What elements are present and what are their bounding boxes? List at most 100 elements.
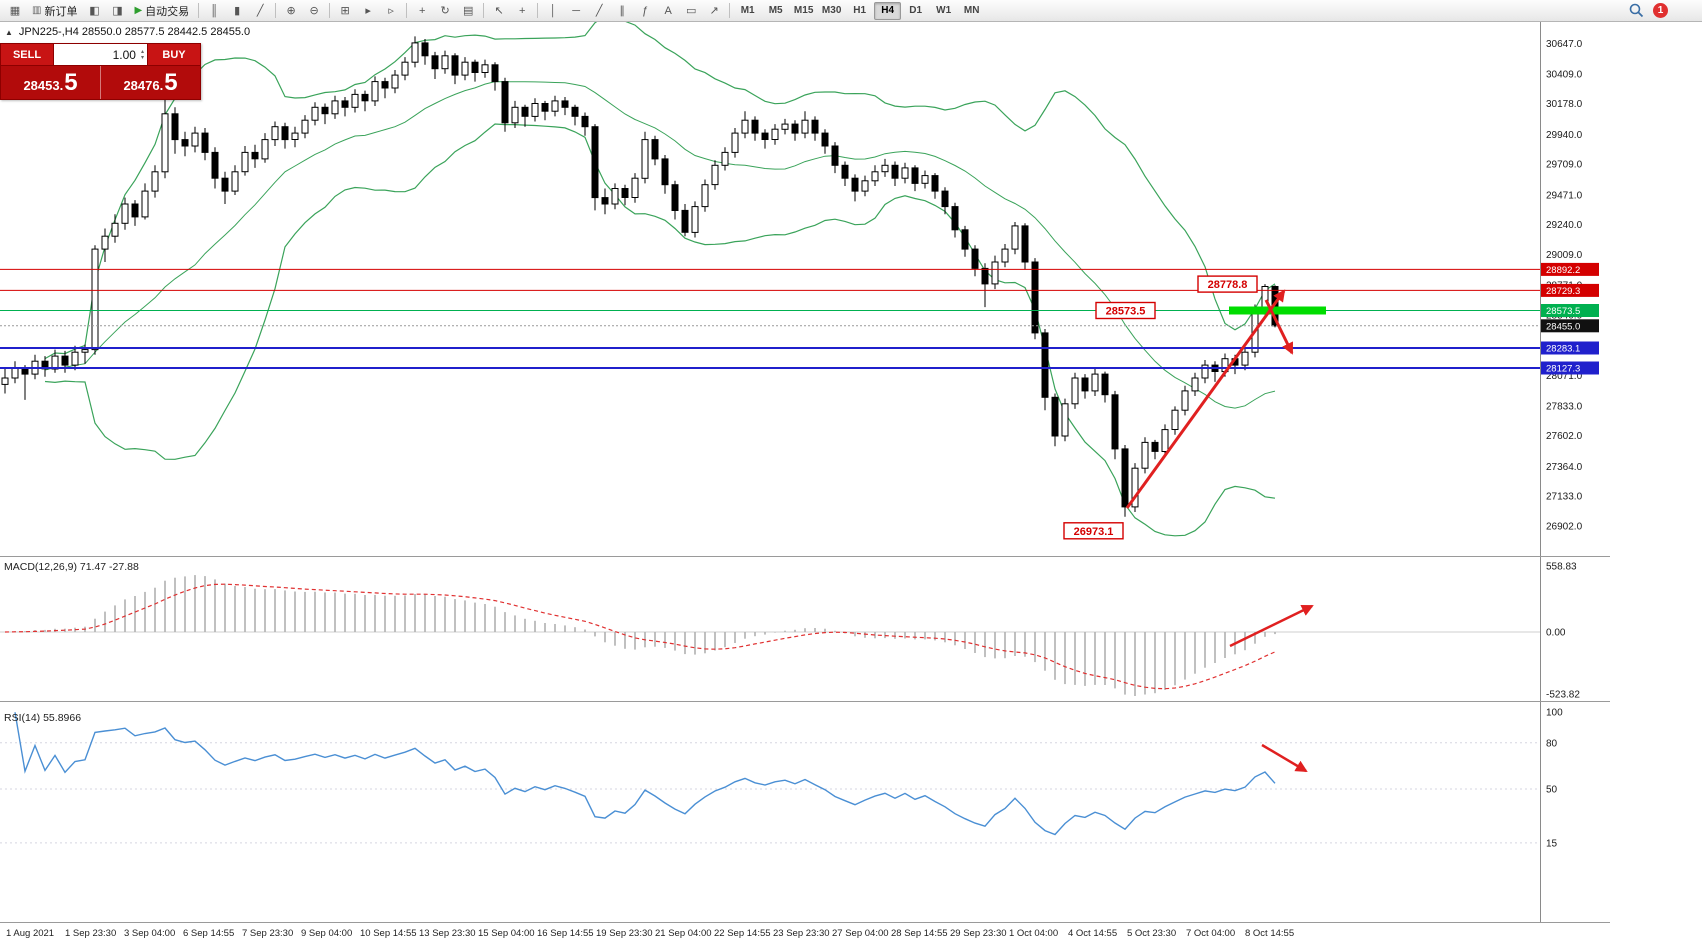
- annotation-box[interactable]: [1095, 301, 1156, 320]
- volume-spinner: ▴ ▾: [138, 49, 147, 61]
- templates-icon[interactable]: ▤: [462, 5, 474, 17]
- text-icon[interactable]: A: [664, 4, 672, 17]
- annotation-box[interactable]: [1063, 522, 1124, 540]
- buy-price-big-digit: 5: [164, 68, 178, 96]
- annotation-box[interactable]: [1197, 275, 1258, 293]
- price-axis-label: 27364.0: [1546, 462, 1583, 473]
- toolbar-separator: [275, 3, 277, 18]
- toolbar-separator: [406, 3, 408, 18]
- timeframe-h4-button[interactable]: H4: [874, 1, 902, 20]
- new-order-button[interactable]: ▥ 新订单: [27, 2, 82, 20]
- price-tag: [1541, 262, 1599, 276]
- sell-price[interactable]: 28453. 5: [1, 68, 100, 96]
- price-axis-label: 27833.0: [1546, 401, 1583, 412]
- price-tag: [1541, 319, 1599, 333]
- timeframe-m5-button[interactable]: M5: [768, 4, 783, 16]
- price-tag-label: 28573.5: [1546, 306, 1580, 317]
- date-label: 1 Sep 23:30: [65, 928, 116, 939]
- chart-shift-icon[interactable]: ▹: [388, 5, 394, 17]
- rsi-scale-label: 15: [1546, 838, 1558, 849]
- one-click-trade-panel: SELL ▴▾ BUY 28453.5 28476.5: [0, 43, 201, 100]
- channel-icon[interactable]: ∥: [619, 5, 625, 17]
- horizontal-line-icon[interactable]: ─: [572, 4, 581, 17]
- new-order-button-glyph: ▥: [32, 5, 42, 16]
- market-watch-icon[interactable]: ◧: [89, 5, 100, 17]
- zoom-in-icon[interactable]: ⊕: [286, 5, 296, 17]
- annotation-text: 28573.5: [1106, 306, 1146, 318]
- date-label: 4 Oct 14:55: [1068, 928, 1117, 939]
- price-tag-label: 28455.0: [1546, 321, 1580, 332]
- trendline-icon[interactable]: ╱: [595, 5, 603, 17]
- date-label: 21 Sep 04:00: [655, 928, 712, 939]
- price-tag-label: 28283.1: [1546, 343, 1580, 354]
- search-icon[interactable]: [1629, 3, 1644, 18]
- volume-down-icon[interactable]: ▾: [140, 54, 144, 61]
- macd-panel: MACD(12,26,9) 71.47 -27.88 558.83 0.00 -523…: [0, 561, 1580, 700]
- timeframe-w1-button[interactable]: W1: [936, 4, 952, 16]
- chart-window[interactable]: 30647.0 30409.0 30178.0 29940.0 29709.0 29471…: [0, 22, 1702, 943]
- price-tag-label: 28127.3: [1546, 364, 1580, 375]
- buy-price[interactable]: 28476. 5: [101, 68, 200, 96]
- auto-trading-button[interactable]: ▶ 自动交易: [129, 2, 194, 20]
- timeframe-h1-button[interactable]: H1: [853, 4, 867, 16]
- data-window-icon[interactable]: ◨: [112, 5, 123, 17]
- sell-price-big-digit: 5: [64, 68, 78, 96]
- symbol-ohlc-line: ▲ JPN225-,H4 28550.0 28577.5 28442.5 284…: [5, 26, 250, 38]
- sell-price-main: 28453.: [23, 77, 64, 93]
- tile-windows-icon[interactable]: ⊞: [340, 5, 350, 17]
- price-annotations[interactable]: 28778.8 28573.5 26973.1: [1063, 275, 1258, 540]
- toolbar-separator: [198, 3, 200, 18]
- timeframe-m1-button[interactable]: M1: [740, 4, 755, 16]
- macd-scale-label: 0.00: [1546, 628, 1566, 639]
- price-axis-label: 27602.0: [1546, 431, 1583, 442]
- timeframe-m30-button[interactable]: M30: [821, 4, 842, 16]
- periods-icon[interactable]: ↻: [440, 5, 450, 17]
- zoom-out-icon[interactable]: ⊖: [309, 5, 319, 17]
- horizontal-line-objects[interactable]: [0, 268, 1540, 369]
- annotation-text: 28778.8: [1208, 279, 1248, 291]
- one-click-toggle-icon[interactable]: ▲: [5, 27, 13, 37]
- indicators-icon[interactable]: +: [418, 4, 426, 17]
- arrows-icon[interactable]: ↗: [709, 5, 719, 17]
- price-tag: [1541, 283, 1599, 297]
- trend-arrow[interactable]: [1125, 289, 1286, 509]
- macd-label: MACD(12,26,9) 71.47 -27.88: [4, 561, 139, 573]
- auto-trading-button-glyph: ▶: [134, 5, 143, 16]
- notification-badge[interactable]: 1: [1653, 3, 1668, 18]
- support-zone-bar[interactable]: [1229, 306, 1326, 315]
- price-tag-label: 28729.3: [1546, 286, 1580, 297]
- volume-up-icon[interactable]: ▴: [140, 48, 144, 55]
- price-tags: 28892.2 28729.3 28573.5 28455.0 28283.1 28127…: [0, 262, 1599, 375]
- annotation-text: 26973.1: [1074, 526, 1114, 538]
- date-label: 10 Sep 14:55: [360, 928, 417, 939]
- trend-arrow[interactable]: [1229, 604, 1314, 648]
- timeframe-mn-button[interactable]: MN: [963, 4, 980, 16]
- candlestick-chart-icon[interactable]: ▮: [234, 5, 241, 17]
- sell-button[interactable]: SELL: [1, 44, 53, 65]
- new-chart-icon[interactable]: ▦: [9, 5, 21, 17]
- auto-scroll-icon[interactable]: ▸: [365, 5, 371, 17]
- trend-arrows[interactable]: [1125, 289, 1314, 773]
- date-label: 19 Sep 23:30: [596, 928, 653, 939]
- vertical-line-icon[interactable]: │: [549, 4, 557, 17]
- label-icon[interactable]: ▭: [685, 5, 697, 17]
- date-label: 1 Oct 04:00: [1009, 928, 1058, 939]
- candles-layer: [1, 36, 1279, 517]
- date-label: 6 Sep 14:55: [183, 928, 234, 939]
- price-axis-label: 28071.0: [1546, 371, 1583, 382]
- buy-button[interactable]: BUY: [148, 44, 200, 65]
- line-chart-icon[interactable]: ╱: [256, 5, 264, 17]
- crosshair-icon[interactable]: +: [518, 4, 526, 17]
- cursor-icon[interactable]: ↖: [494, 5, 504, 17]
- timeframe-d1-button[interactable]: D1: [909, 4, 923, 16]
- fibonacci-icon[interactable]: ƒ: [642, 4, 649, 17]
- timeframe-m15-button[interactable]: M15: [793, 4, 814, 16]
- trend-arrow[interactable]: [1261, 743, 1308, 773]
- chart-canvas[interactable]: 30647.0 30409.0 30178.0 29940.0 29709.0 29471…: [0, 22, 1610, 943]
- trend-arrow[interactable]: [1264, 299, 1294, 355]
- time-scale[interactable]: 1 Aug 2021 1 Sep 23:30 3 Sep 04:00 6 Sep 14…: [6, 928, 1294, 939]
- ohlc-bars-icon[interactable]: ║: [210, 4, 219, 17]
- volume-input[interactable]: [54, 45, 138, 64]
- price-axis-label: 29709.0: [1546, 160, 1583, 171]
- rsi-scale-label: 100: [1546, 708, 1563, 719]
